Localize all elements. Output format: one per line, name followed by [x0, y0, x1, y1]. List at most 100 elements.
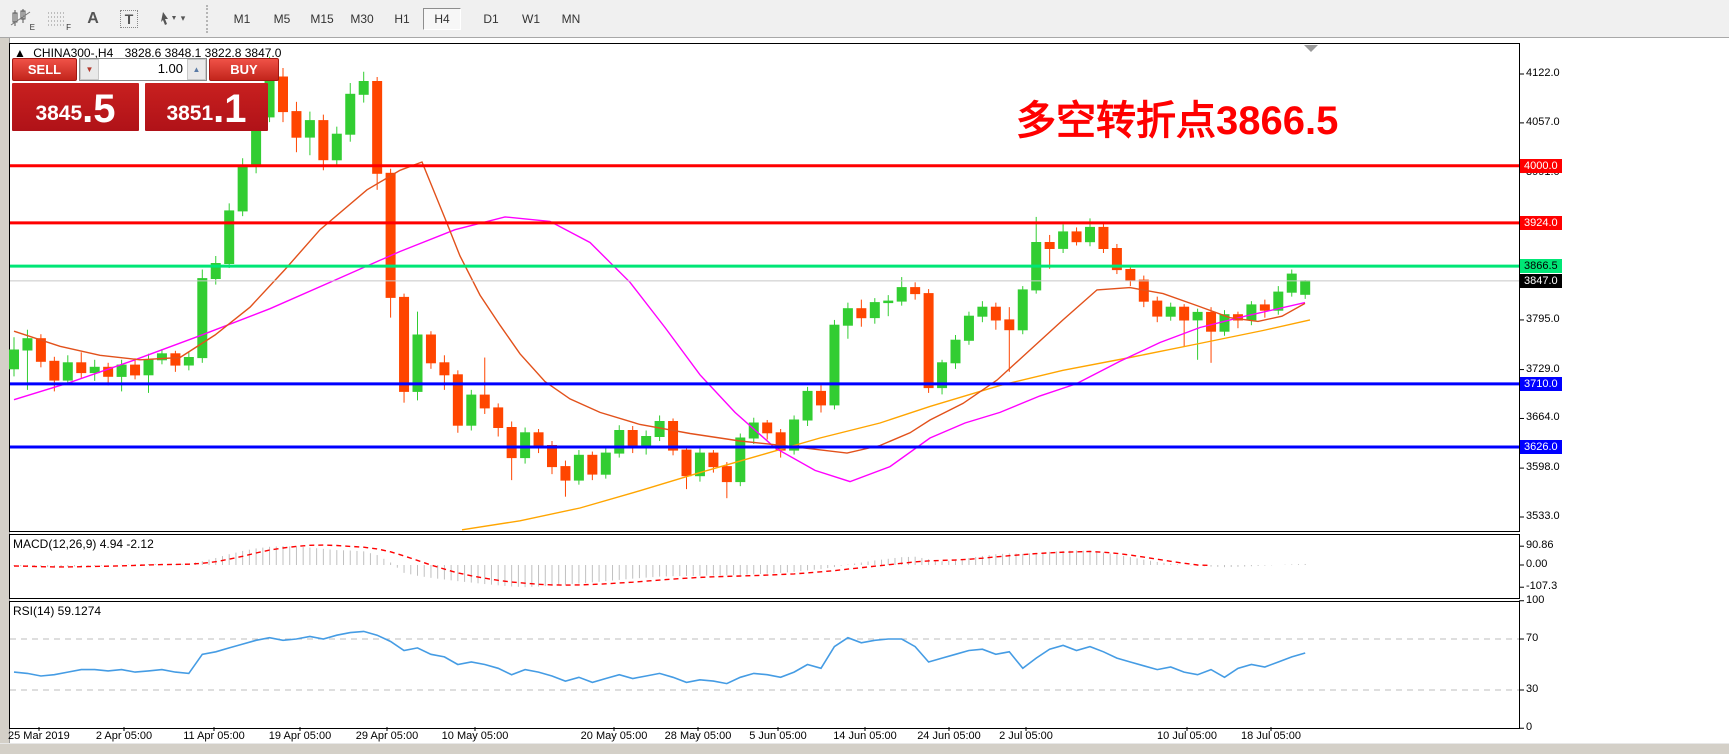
toolbar: E F A T ▾ M1 M5 M15 M30 H1 H4 D1 W1 MN — [0, 0, 1729, 38]
symbol-title: CHINA300-,H4 — [33, 46, 114, 60]
grid-icon[interactable]: F — [48, 12, 71, 32]
candle-body — [1152, 300, 1163, 317]
price-tick-label: 3795.0 — [1526, 312, 1560, 325]
timeframe-button-w1[interactable]: W1 — [522, 11, 540, 26]
candle-body — [143, 359, 154, 376]
candle-body — [9, 349, 19, 370]
candle-body — [156, 353, 167, 361]
timeframe-button-mn[interactable]: MN — [561, 11, 581, 26]
candle-body — [291, 111, 302, 138]
candle-body — [103, 366, 114, 377]
chart-objects-icon[interactable]: E — [6, 6, 36, 32]
candle-body — [425, 334, 436, 364]
timeframe-button-m5[interactable]: M5 — [273, 11, 291, 26]
main-chart-frame[interactable] — [9, 43, 1520, 532]
text-box-icon[interactable]: T — [114, 6, 144, 32]
buy-price-main: 3851 — [166, 102, 214, 125]
candle-body — [896, 287, 907, 302]
one-click-header[interactable]: ▲ CHINA300-,H4 3828.6 3848.1 3822.8 3847… — [14, 46, 281, 60]
timeframe-button-m30[interactable]: M30 — [350, 11, 374, 26]
candle-body — [520, 432, 531, 459]
candle-body — [627, 430, 638, 449]
macd-label: MACD(12,26,9) 4.94 -2.12 — [13, 537, 154, 551]
candle-body — [842, 308, 853, 326]
candle-body — [1058, 231, 1069, 249]
candle-body — [775, 432, 786, 451]
volume-up-button[interactable]: ▲ — [187, 59, 206, 80]
candle-body — [278, 76, 288, 113]
ma-slow-gold-line — [461, 319, 1311, 531]
time-axis-label: 10 May 05:00 — [441, 730, 509, 742]
candle-body — [1300, 280, 1311, 295]
candle-body — [856, 308, 867, 319]
level-price-label: 3626.0 — [1520, 440, 1562, 455]
candle-body — [1192, 311, 1203, 321]
time-axis-label: 11 Apr 05:00 — [183, 730, 245, 742]
candle-body — [224, 210, 235, 264]
candle-body — [466, 394, 477, 426]
rsi-label: RSI(14) 59.1274 — [13, 604, 102, 618]
candle-body — [923, 293, 934, 389]
level-price-label: 3710.0 — [1520, 376, 1562, 391]
window-bottom-strip — [0, 743, 1729, 754]
timeframe-button-m1[interactable]: M1 — [233, 11, 251, 26]
buy-price-box[interactable]: 3851 .1 — [145, 83, 268, 131]
time-axis-label: 10 Jul 05:00 — [1157, 730, 1217, 742]
time-axis-label: 25 Mar 2019 — [8, 730, 70, 742]
candle-body — [1206, 311, 1217, 332]
candle-body — [573, 454, 584, 481]
buy-button[interactable]: BUY — [209, 58, 279, 81]
candle-body — [358, 81, 369, 95]
candle-body — [533, 432, 544, 447]
candle-body — [748, 422, 759, 439]
chart-shift-marker-icon[interactable] — [1304, 45, 1318, 52]
candle-body — [883, 300, 894, 304]
candle-body — [1044, 242, 1055, 249]
candle-body — [170, 353, 181, 366]
candle-body — [560, 466, 571, 481]
candle-body — [62, 362, 73, 381]
timeframe-button-m15[interactable]: M15 — [310, 11, 334, 26]
candle-body — [708, 452, 719, 468]
volume-input[interactable]: 1.00 — [157, 61, 183, 76]
candle-body — [493, 407, 504, 428]
time-axis-label: 2 Jul 05:00 — [999, 730, 1053, 742]
sell-price-box[interactable]: 3845 .5 — [12, 83, 139, 131]
candle-body — [587, 454, 598, 475]
collapse-icon[interactable]: ▲ — [14, 46, 26, 60]
candle-body — [721, 466, 732, 483]
rsi-line — [13, 630, 1306, 685]
candle-body — [1111, 248, 1122, 271]
candle-body — [1246, 304, 1257, 321]
timeframe-button-h1[interactable]: H1 — [394, 11, 410, 26]
candle-body — [1004, 319, 1015, 331]
rsi-frame[interactable] — [9, 601, 1520, 729]
cursor-mode-icon[interactable]: ▾ — [150, 6, 194, 32]
candle-body — [547, 445, 557, 468]
candle-body — [694, 452, 705, 477]
timeframe-button-h4[interactable]: H4 — [423, 7, 461, 30]
time-axis-label: 14 Jun 05:00 — [833, 730, 897, 742]
candle-body — [35, 338, 46, 362]
volume-down-button[interactable]: ▼ — [80, 59, 99, 80]
macd-tick-label: 0.00 — [1526, 558, 1548, 570]
candle-body — [614, 430, 625, 454]
candle-body — [681, 449, 692, 477]
candle-body — [1098, 226, 1109, 249]
price-tick-label: 4057.0 — [1526, 115, 1560, 128]
text-label-icon[interactable]: A — [87, 9, 99, 27]
candle-body — [937, 362, 948, 389]
time-axis-label: 18 Jul 05:00 — [1241, 730, 1301, 742]
candle-body — [1286, 273, 1297, 293]
candle-body — [816, 390, 826, 406]
macd-tick-label: 90.86 — [1526, 539, 1554, 552]
sell-button[interactable]: SELL — [12, 58, 77, 81]
candle-body — [452, 374, 463, 426]
chart-annotation-text[interactable]: 多空转折点3866.5 — [1016, 99, 1339, 143]
candle-body — [600, 452, 611, 475]
candle-body — [385, 172, 396, 298]
timeframe-button-d1[interactable]: D1 — [483, 11, 499, 26]
macd-frame[interactable] — [9, 534, 1520, 599]
